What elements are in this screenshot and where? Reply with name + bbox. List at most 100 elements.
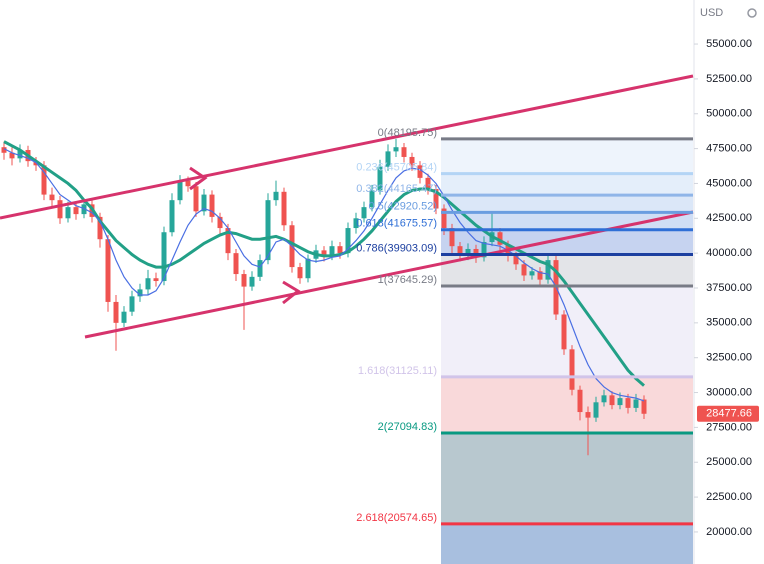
candle-body [521, 264, 527, 276]
candle-body [545, 260, 551, 280]
candle-body [185, 180, 191, 187]
candle-body [57, 200, 63, 219]
candle-body [105, 239, 111, 302]
candle-body [9, 152, 15, 159]
candle-body [241, 274, 247, 287]
candle-body [577, 389, 583, 413]
candle-body [297, 267, 303, 279]
candle-body [281, 191, 287, 226]
fib-label: 0.5(42920.52) [369, 200, 438, 212]
settings-icon[interactable] [747, 8, 757, 18]
y-tick-label: 37500.00 [706, 282, 752, 294]
fib-zone [441, 254, 693, 286]
candle-body [593, 402, 599, 418]
candle-body [169, 200, 175, 233]
candle-body [345, 228, 351, 254]
candle-body [481, 241, 487, 258]
candle-body [217, 216, 223, 229]
candle-body [625, 398, 631, 408]
y-tick-label: 25000.00 [706, 456, 752, 468]
fib-zone [441, 376, 693, 434]
fib-label: 1(37645.29) [378, 274, 437, 286]
candle-body [249, 276, 255, 287]
candle-body [433, 189, 439, 209]
candle-body [81, 204, 87, 215]
candle-body [265, 200, 271, 261]
y-tick-label: 47500.00 [706, 143, 752, 155]
candle-body [529, 271, 535, 276]
candle-body [137, 289, 143, 297]
candle-body [233, 253, 239, 275]
price-axis [694, 0, 764, 564]
candle-body [145, 278, 151, 290]
trend-line [0, 74, 694, 220]
candle-body [113, 301, 119, 323]
candle-body [393, 147, 399, 152]
candle-body [209, 194, 215, 217]
candle-body [385, 151, 391, 167]
candle-body [353, 218, 359, 229]
candle-body [513, 255, 519, 265]
currency: USD [700, 7, 723, 19]
candle-body [177, 180, 183, 201]
y-tick-label: 30000.00 [706, 386, 752, 398]
candle-body [425, 177, 431, 190]
fib-zone [441, 285, 693, 377]
candle-body [153, 278, 159, 282]
candle-body [97, 216, 103, 240]
candle-body [193, 186, 199, 212]
fib-zone [441, 138, 693, 174]
candle-body [377, 166, 383, 191]
fib-zones [441, 138, 693, 564]
y-tick-label: 40000.00 [706, 247, 752, 259]
candle-body [201, 194, 207, 212]
fib-label: 0.786(39903.09) [356, 242, 437, 254]
y-tick-label: 32500.00 [706, 352, 752, 364]
y-tick-label: 45000.00 [706, 177, 752, 189]
fib-labels: 0(48195.75) 0.236(45705.84) 0.382(44165.47… [356, 127, 693, 526]
fib-zone [441, 173, 693, 196]
candle-body [17, 149, 23, 159]
candle-body [537, 271, 543, 280]
arrow [282, 280, 301, 305]
candle-body [337, 246, 343, 254]
candle-body [617, 398, 623, 406]
moving-average [3, 148, 645, 402]
candle-body [641, 399, 647, 414]
y-tick-label: 50000.00 [706, 108, 752, 120]
moving-average [3, 140, 645, 387]
y-tick-label: 55000.00 [706, 38, 752, 50]
candle-body [457, 246, 463, 255]
fib-label: 0(48195.75) [378, 127, 437, 139]
candle-body [49, 194, 55, 201]
candle-body [321, 250, 327, 256]
price-tag [697, 405, 759, 422]
candle-body [633, 399, 639, 408]
fib-label: 0.618(41675.57) [356, 218, 437, 230]
fib-zone [441, 195, 693, 213]
candle-body [401, 147, 407, 157]
candle-body [361, 207, 367, 219]
y-tick-label: 42500.00 [706, 212, 752, 224]
candle-body [601, 395, 607, 403]
plot [1, 138, 647, 456]
candle-body [273, 191, 279, 201]
candle-body [497, 232, 503, 245]
candle-body [569, 349, 575, 390]
candle-body [257, 260, 263, 277]
candle-body [129, 296, 135, 312]
candle-body [41, 165, 47, 195]
candle-body [329, 246, 335, 256]
candle-body [585, 412, 591, 418]
fib-label: 1.618(31125.11) [358, 365, 437, 377]
fib-label: 2.618(20574.65) [356, 512, 437, 524]
candle-body [409, 156, 415, 166]
candle-body [121, 311, 127, 323]
y-tick-label: 35000.00 [706, 317, 752, 329]
fib-label: 0.382(44165.47) [356, 183, 437, 195]
candle-body [609, 395, 615, 406]
candle-body [305, 258, 311, 279]
candle-body [417, 165, 423, 178]
candle-body [465, 248, 471, 255]
